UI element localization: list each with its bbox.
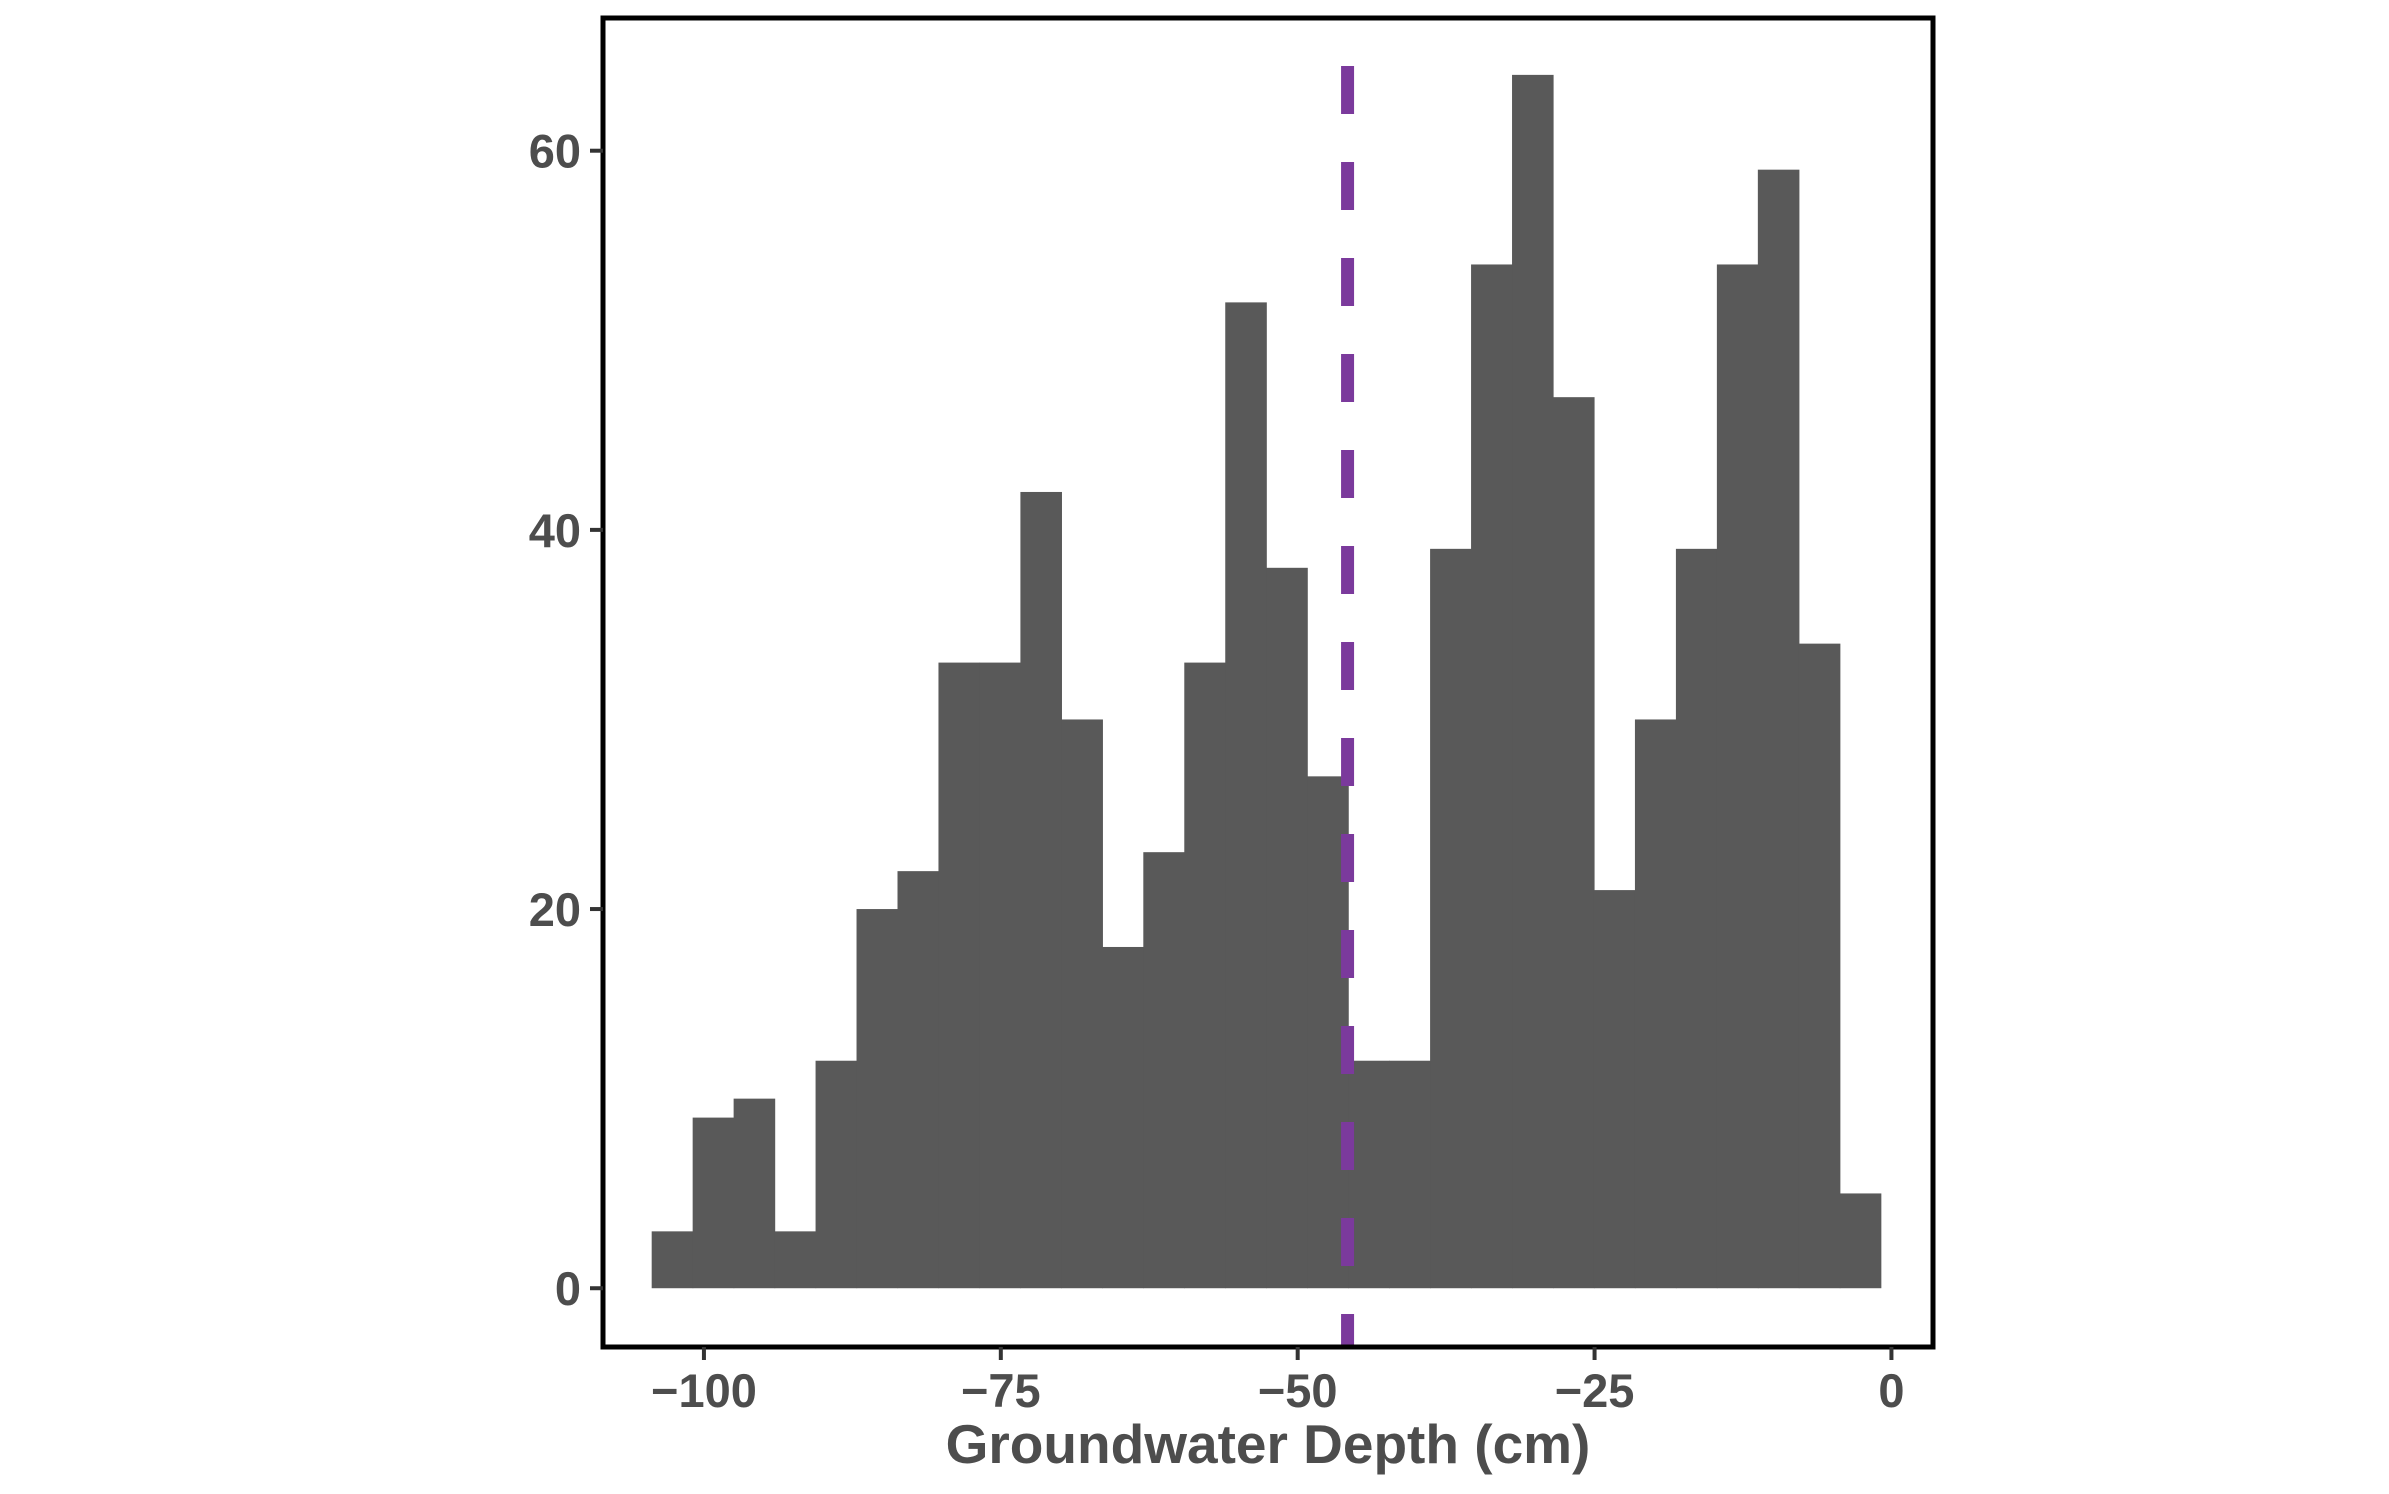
x-tick-label-0: −100 [651, 1364, 757, 1417]
histogram-bar-11 [1102, 946, 1144, 1289]
histogram-bar-10 [1061, 719, 1103, 1289]
histogram-bar-15 [1266, 567, 1308, 1289]
histogram-bar-14 [1225, 302, 1267, 1289]
histogram-bar-22 [1553, 397, 1595, 1289]
x-tick-label-4: 0 [1878, 1364, 1904, 1417]
histogram-bar-29 [1839, 1193, 1882, 1289]
histogram-bar-9 [1020, 491, 1062, 1289]
histogram-bar-1 [692, 1117, 735, 1289]
x-tick-label-3: −25 [1555, 1364, 1635, 1417]
bars-layer [651, 74, 1882, 1289]
histogram-bar-19 [1430, 548, 1472, 1289]
x-tick-label-1: −75 [961, 1364, 1041, 1417]
y-axis: 0 20 40 60 [529, 125, 603, 1315]
histogram-bar-2 [733, 1098, 776, 1289]
histogram-bar-8 [979, 662, 1022, 1289]
histogram-bar-0 [651, 1231, 694, 1289]
y-tick-label-0: 0 [555, 1262, 581, 1315]
x-axis-title: Groundwater Depth (cm) [946, 1413, 1591, 1475]
histogram-bar-18 [1389, 1060, 1431, 1289]
histogram-bar-4 [815, 1060, 858, 1289]
histogram-bar-20 [1471, 264, 1513, 1289]
histogram-bar-13 [1184, 662, 1226, 1289]
x-tick-label-2: −50 [1258, 1364, 1338, 1417]
histogram-bar-12 [1143, 852, 1185, 1289]
histogram-bar-25 [1675, 548, 1718, 1289]
histogram-bar-5 [856, 909, 899, 1289]
y-tick-label-1: 20 [529, 883, 581, 936]
histogram-bar-28 [1798, 643, 1841, 1289]
histogram-bar-3 [774, 1231, 817, 1289]
histogram-bar-21 [1512, 74, 1554, 1289]
histogram-bar-6 [897, 871, 940, 1289]
histogram-bar-26 [1716, 264, 1759, 1289]
histogram-bar-24 [1634, 719, 1677, 1289]
histogram-bar-7 [938, 662, 981, 1289]
histogram-bar-27 [1757, 169, 1800, 1289]
histogram-bar-23 [1593, 890, 1636, 1289]
plot-panel-border [600, 15, 1936, 1350]
y-tick-label-3: 60 [529, 125, 581, 178]
y-tick-label-2: 40 [529, 504, 581, 557]
x-axis: −100 −75 −50 −25 0 [651, 1347, 1905, 1417]
histogram-bar-17 [1348, 1060, 1390, 1289]
